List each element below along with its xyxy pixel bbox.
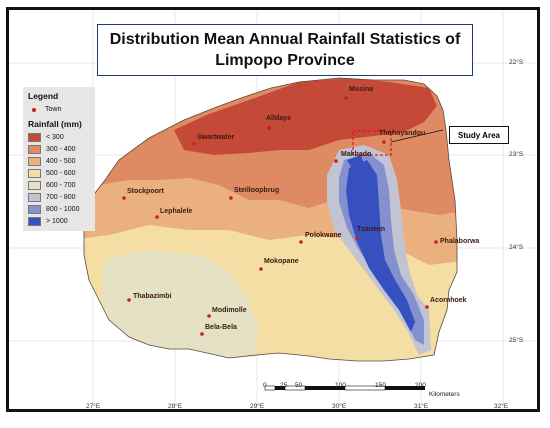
town-label-musina: Musina (349, 86, 374, 93)
town-label-lephalele: Lephalele (160, 208, 193, 215)
legend-class-label: 300 - 400 (46, 146, 76, 153)
town-label-modimolle: Modimolle (212, 307, 247, 314)
legend-class-label: 400 - 500 (46, 158, 76, 165)
legend-class: 500 - 600 (28, 168, 76, 179)
latitude-label: 23°S (509, 151, 524, 158)
town-marker-icon (32, 107, 36, 112)
town-label-alldays: Alldays (266, 115, 291, 122)
legend-town-label: Town (45, 106, 62, 113)
scale-tick: 25 (280, 382, 288, 389)
study-area-box (352, 130, 392, 156)
scale-tick: 150 (375, 382, 386, 389)
town-dot-stockpoort (122, 196, 126, 200)
longitude-label: 28°E (168, 403, 183, 410)
scale-unit: Kilometers (429, 391, 460, 398)
scale-tick: 50 (295, 382, 303, 389)
legend-rainfall-heading: Rainfall (mm) (28, 119, 82, 129)
legend-class-label: 600 - 700 (46, 182, 76, 189)
town-label-bela-bela: Bela-Bela (205, 324, 237, 331)
legend-swatch (28, 133, 41, 142)
town-label-makhado: Makhado (341, 151, 372, 158)
town-dot-phalaborwa (434, 240, 438, 244)
town-label-acornhoek: Acornhoek (430, 297, 467, 304)
legend-class-label: 800 - 1000 (46, 206, 80, 213)
town-dot-lephalele (155, 215, 159, 219)
study-area-label: Study Area (449, 126, 509, 144)
legend-class-label: > 1000 (46, 218, 68, 225)
legend-swatch (28, 193, 41, 202)
town-label-polokwane: Polokwane (305, 232, 342, 239)
legend-class-label: < 300 (46, 134, 64, 141)
map-title-line1: Distribution Mean Annual Rainfall Statis… (109, 31, 461, 48)
longitude-label: 31°E (414, 403, 429, 410)
longitude-label: 30°E (332, 403, 347, 410)
scale-tick: 200 (415, 382, 426, 389)
town-dot-swartwater (192, 142, 196, 146)
town-dot-alldays (267, 126, 271, 130)
longitude-label: 29°E (250, 403, 265, 410)
town-dot-modimolle (207, 314, 211, 318)
study-area-leader (390, 129, 444, 143)
town-label-thohoyandou: Thohoyandou (379, 130, 426, 137)
town-dots (122, 96, 438, 336)
town-label-phalaborwa: Phalaborwa (440, 238, 480, 245)
town-dot-musina (344, 96, 348, 100)
map-frame: Distribution Mean Annual Rainfall Statis… (6, 7, 540, 412)
legend-class: 400 - 500 (28, 156, 76, 167)
legend-swatch (28, 145, 41, 154)
latitude-label: 22°S (509, 59, 524, 66)
town-dot-tzaneen (355, 236, 359, 240)
legend-class: 800 - 1000 (28, 204, 79, 215)
town-label-steilloopbrug: Steilloopbrug (234, 187, 280, 194)
latitude-label: 25°S (509, 337, 524, 344)
scale-bar (264, 385, 425, 391)
scale-tick: 100 (335, 382, 346, 389)
legend: Legend Town Rainfall (mm) < 300 300 - 40… (23, 87, 95, 231)
town-label-mokopane: Mokopane (264, 258, 299, 265)
town-label-swartwater: Swartwater (197, 134, 235, 141)
town-label-thabazimbi: Thabazimbi (133, 293, 172, 300)
town-dot-thabazimbi (127, 298, 131, 302)
longitude-label: 27°E (86, 403, 101, 410)
town-label-stockpoort: Stockpoort (127, 188, 164, 195)
legend-class: 700 - 800 (28, 192, 76, 203)
town-dot-steilloopbrug (229, 196, 233, 200)
legend-class: < 300 (28, 132, 64, 143)
longitude-label: 32°E (494, 403, 509, 410)
town-dot-polokwane (299, 240, 303, 244)
scale-tick: 0 (263, 382, 267, 389)
town-dot-acornhoek (425, 305, 429, 309)
legend-swatch (28, 217, 41, 226)
map-title-line2: Limpopo Province (215, 52, 355, 69)
town-dot-thohoyandou (382, 140, 386, 144)
legend-swatch (28, 157, 41, 166)
town-dot-mokopane (259, 267, 263, 271)
legend-class-label: 500 - 600 (46, 170, 76, 177)
legend-heading: Legend (28, 91, 59, 101)
town-dot-bela-bela (200, 332, 204, 336)
legend-class: 300 - 400 (28, 144, 76, 155)
map-title: Distribution Mean Annual Rainfall Statis… (97, 24, 473, 76)
rainfall-map (9, 10, 537, 409)
town-dot-makhado (334, 159, 338, 163)
legend-swatch (28, 205, 41, 214)
legend-swatch (28, 181, 41, 190)
latitude-label: 24°S (509, 244, 524, 251)
town-label-tzaneen: Tzaneen (357, 226, 386, 233)
legend-town: Town (28, 104, 61, 115)
legend-class: 600 - 700 (28, 180, 76, 191)
legend-class-label: 700 - 800 (46, 194, 76, 201)
legend-class: > 1000 (28, 216, 68, 227)
legend-swatch (28, 169, 41, 178)
